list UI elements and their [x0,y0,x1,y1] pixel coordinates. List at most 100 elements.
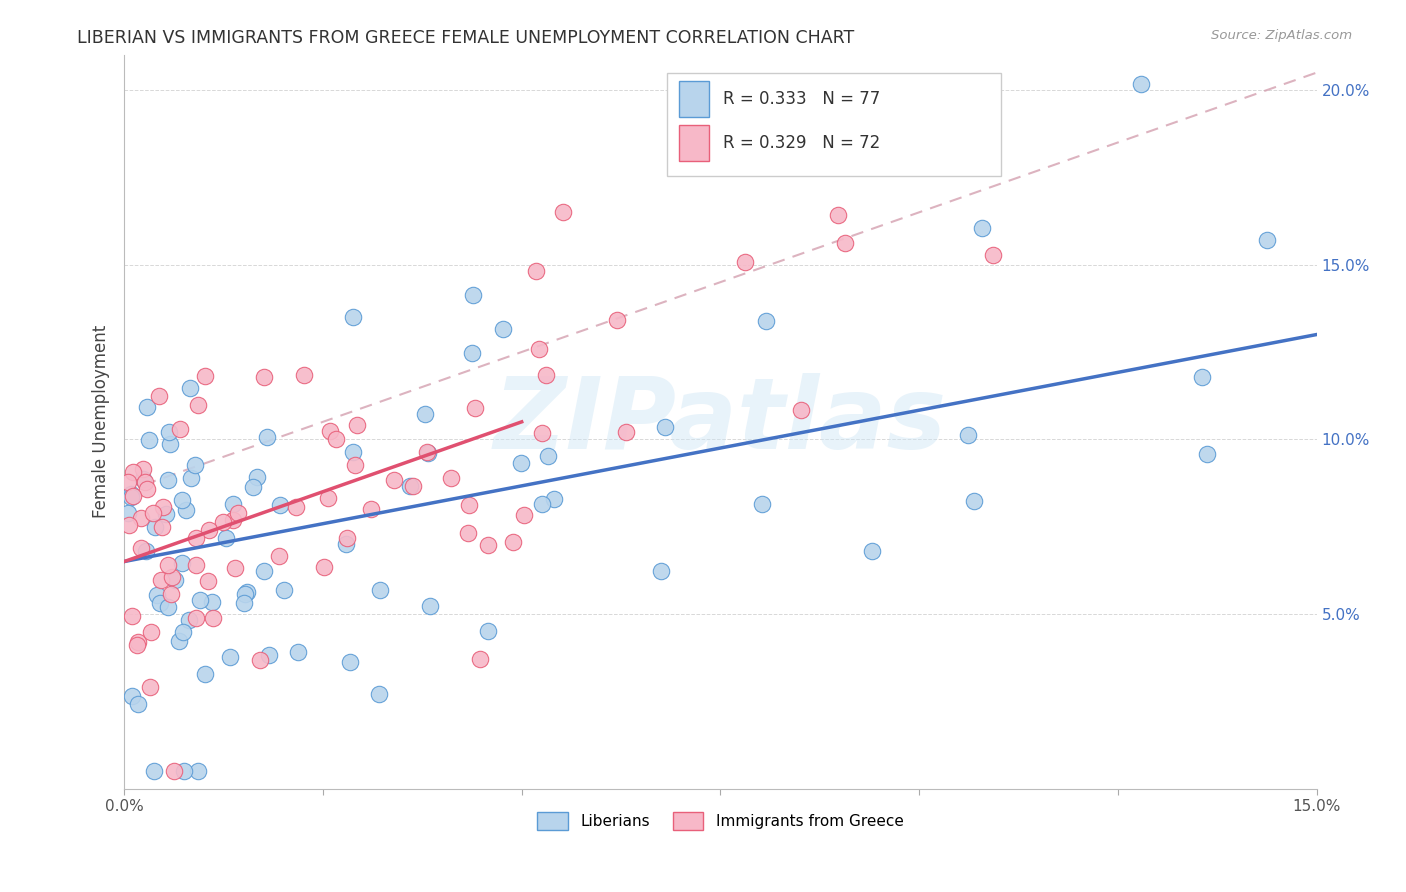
Point [981,248,1004,262]
Point [402,479,425,493]
Point [399,479,422,493]
Point [235,587,257,601]
Point [1191,370,1213,384]
Point [751,497,773,511]
Point [614,425,637,439]
Point [184,531,207,545]
Point [125,638,148,652]
Point [834,235,856,250]
Point [325,432,347,446]
Point [531,497,554,511]
Point [224,561,246,575]
Point [1256,233,1278,247]
Point [122,489,145,503]
FancyBboxPatch shape [666,73,1001,176]
Text: ZIPatlas: ZIPatlas [494,374,948,470]
Point [457,498,479,512]
Point [160,569,183,583]
Point [150,519,173,533]
Point [606,313,628,327]
Point [336,532,359,546]
Point [734,254,756,268]
Point [121,689,143,703]
Point [197,574,219,588]
Point [221,497,243,511]
Point [174,503,197,517]
Point [143,764,166,778]
Point [159,436,181,450]
Point [343,458,366,472]
Text: R = 0.333   N = 77: R = 0.333 N = 77 [723,90,880,108]
Point [273,583,295,598]
Point [1129,77,1152,91]
Point [169,422,191,436]
Point [464,401,486,415]
Point [212,515,235,529]
Point [184,458,207,472]
Point [135,482,157,496]
Point [157,600,180,615]
Point [970,220,993,235]
Point [382,473,405,487]
Point [148,389,170,403]
Point [117,506,139,520]
Point [145,588,167,602]
Point [461,346,484,360]
Point [138,433,160,447]
Point [218,650,240,665]
Point [173,764,195,778]
Point [256,430,278,444]
Point [287,645,309,659]
Point [129,511,152,525]
Point [253,565,276,579]
Point [170,493,193,508]
Text: Source: ZipAtlas.com: Source: ZipAtlas.com [1212,29,1353,42]
Point [267,549,290,564]
Point [132,472,155,486]
Point [180,471,202,485]
Point [416,445,439,459]
Point [186,558,208,572]
Point [117,475,139,489]
Point [536,368,558,383]
Point [440,471,463,485]
Point [755,314,778,328]
Point [118,518,141,533]
Point [187,398,209,412]
Point [236,585,259,599]
Point [827,208,849,222]
Point [131,461,153,475]
Point [120,487,142,501]
Point [187,764,209,778]
Point [418,445,440,459]
Point [186,610,208,624]
Point [127,635,149,649]
Point [860,543,883,558]
Point [339,655,361,669]
FancyBboxPatch shape [679,81,709,118]
Point [319,424,342,438]
Point [149,574,172,588]
Point [342,310,364,325]
Point [157,425,180,439]
Point [134,475,156,490]
Point [201,611,224,625]
Point [141,624,163,639]
Point [249,653,271,667]
Point [215,531,238,545]
Point [127,698,149,712]
FancyBboxPatch shape [679,125,709,161]
Point [368,583,391,598]
Point [457,525,479,540]
Point [654,420,676,434]
Point [201,595,224,609]
Point [312,559,335,574]
Point [419,599,441,613]
Point [956,427,979,442]
Point [491,322,513,336]
Point [1195,447,1218,461]
Point [194,368,217,383]
Point [790,402,813,417]
Point [257,648,280,662]
Point [162,764,184,778]
